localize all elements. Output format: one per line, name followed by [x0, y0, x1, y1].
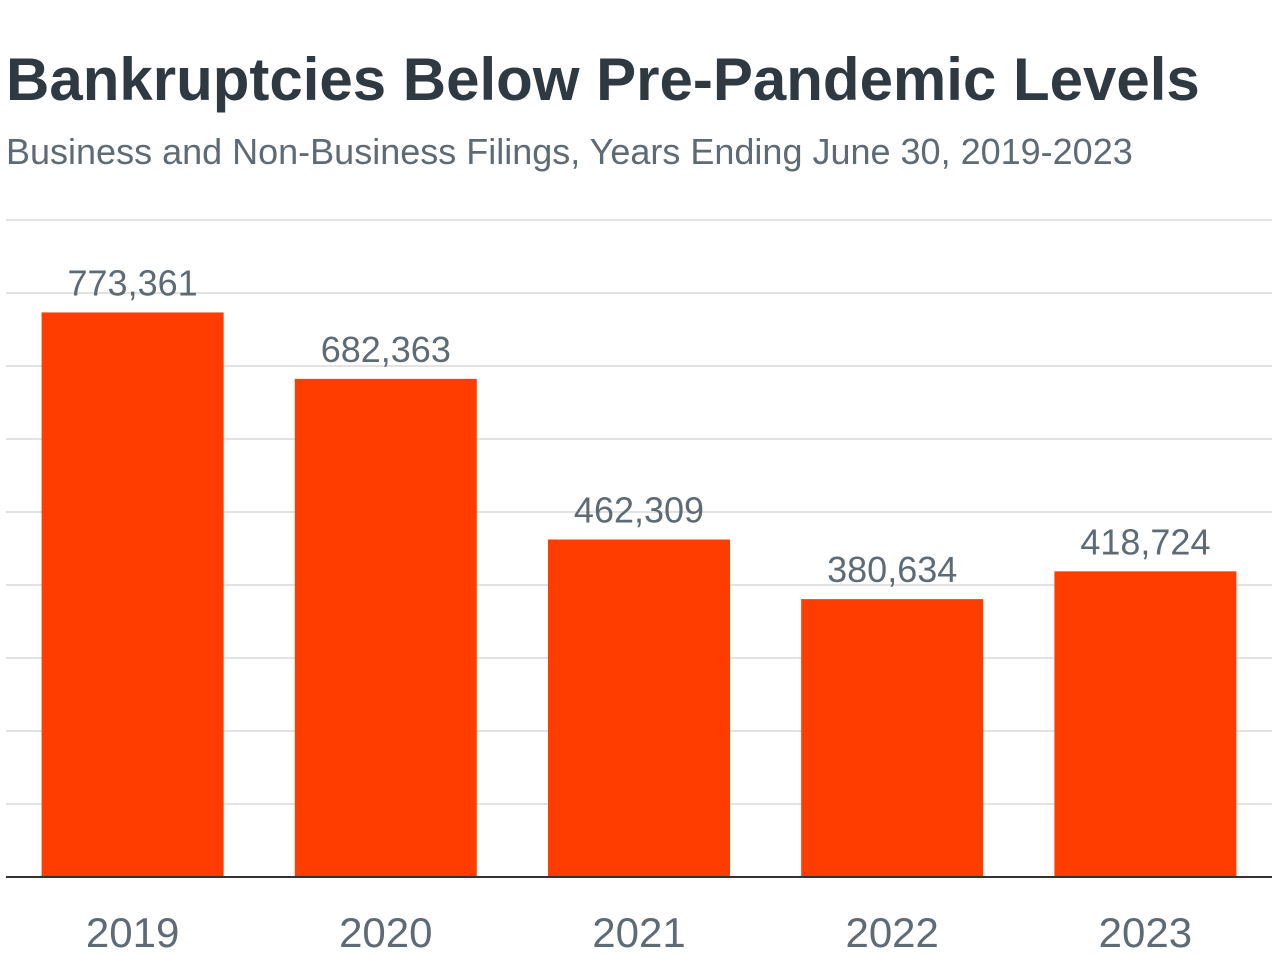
bar-2023	[1054, 571, 1237, 877]
bars	[41, 312, 1237, 877]
bar-2021	[548, 539, 730, 877]
chart-subtitle: Business and Non-Business Filings, Years…	[6, 131, 1133, 172]
bar-2020	[294, 378, 477, 877]
x-tick-2023: 2023	[1099, 909, 1192, 955]
x-tick-2022: 2022	[845, 909, 938, 955]
data-label-2019: 773,361	[68, 262, 198, 303]
x-axis-ticks: 2019 2020 2021 2022 2023	[86, 909, 1192, 955]
x-tick-2020: 2020	[339, 909, 432, 955]
data-label-2020: 682,363	[321, 329, 451, 370]
x-tick-2021: 2021	[592, 909, 685, 955]
chart-title: Bankruptcies Below Pre-Pandemic Levels	[6, 46, 1200, 113]
bar-2022	[801, 599, 984, 877]
data-label-2022: 380,634	[827, 549, 957, 590]
data-labels: 773,361 682,363 462,309 380,634 418,724	[68, 262, 1211, 590]
x-tick-2019: 2019	[86, 909, 179, 955]
data-label-2021: 462,309	[574, 490, 704, 531]
bar-2019	[41, 312, 224, 877]
data-label-2023: 418,724	[1080, 521, 1210, 562]
